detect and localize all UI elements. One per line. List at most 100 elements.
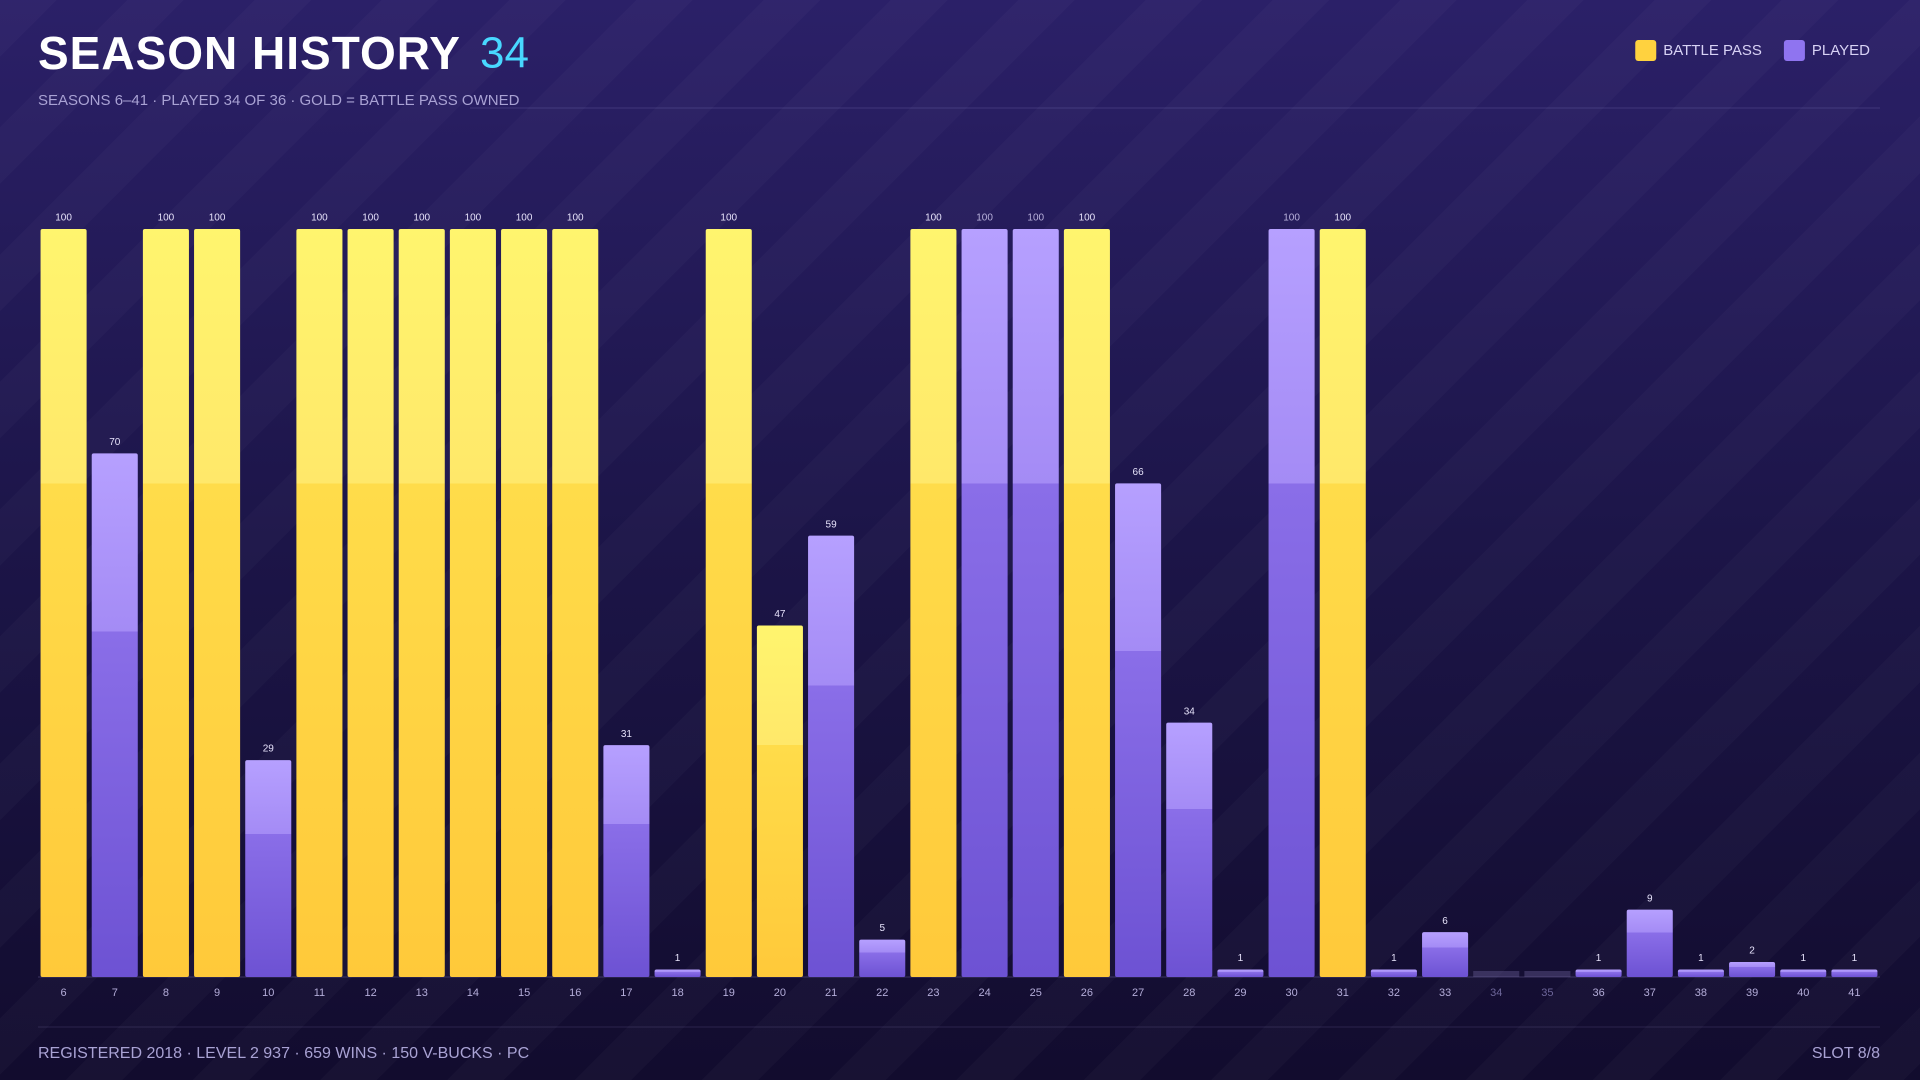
value-label: 100: [1079, 213, 1096, 224]
value-label: 34: [1184, 706, 1196, 717]
bar: [1063, 229, 1110, 977]
x-tick-label: 14: [467, 987, 479, 999]
x-tick-label: 35: [1541, 987, 1553, 999]
bar: [1370, 969, 1417, 977]
value-label: 100: [925, 213, 942, 224]
bar: [91, 453, 138, 977]
x-tick-label: 17: [620, 987, 632, 999]
value-label: 9: [1647, 893, 1653, 904]
value-label: 1: [675, 953, 681, 964]
value-label: 1: [1800, 953, 1806, 964]
value-label: 100: [362, 213, 379, 224]
value-label: 100: [465, 213, 482, 224]
x-tick-label: 34: [1490, 987, 1502, 999]
value-label: 31: [621, 729, 633, 740]
empty-slot: [1524, 971, 1571, 977]
value-label: 1: [1596, 953, 1602, 964]
value-label: 100: [1334, 213, 1351, 224]
x-tick-label: 23: [927, 987, 939, 999]
x-tick-label: 20: [774, 987, 786, 999]
bar: [961, 229, 1008, 977]
value-label: 1: [1391, 953, 1397, 964]
subtitle: SEASONS 6–41 · PLAYED 34 OF 36 · GOLD = …: [38, 92, 520, 109]
x-tick-label: 40: [1797, 987, 1809, 999]
x-tick-label: 13: [416, 987, 428, 999]
bar: [40, 229, 87, 977]
bar: [859, 939, 906, 977]
empty-slot: [1473, 971, 1520, 977]
value-label: 100: [55, 213, 72, 224]
bar: [501, 229, 548, 977]
bar: [1729, 962, 1776, 977]
x-tick-label: 41: [1848, 987, 1860, 999]
bar: [808, 535, 855, 977]
title: SEASON HISTORY: [38, 27, 461, 79]
x-tick-label: 37: [1644, 987, 1656, 999]
bar: [1268, 229, 1315, 977]
x-tick-label: 6: [61, 987, 67, 999]
legend-label: BATTLE PASS: [1663, 42, 1762, 59]
x-tick-label: 33: [1439, 987, 1451, 999]
value-label: 100: [516, 213, 533, 224]
value-label: 100: [209, 213, 226, 224]
x-tick-label: 29: [1234, 987, 1246, 999]
bar: [1166, 722, 1213, 977]
footer-info: REGISTERED 2018 · LEVEL 2 937 · 659 WINS…: [38, 1045, 529, 1062]
value-label: 70: [109, 437, 121, 448]
x-tick-label: 26: [1081, 987, 1093, 999]
value-label: 2: [1749, 946, 1755, 957]
value-label: 59: [826, 519, 838, 530]
value-label: 100: [976, 213, 993, 224]
bar: [1831, 969, 1878, 977]
bar: [1319, 229, 1366, 977]
bar: [194, 229, 241, 977]
bar: [398, 229, 445, 977]
bar: [1575, 969, 1622, 977]
x-tick-label: 7: [112, 987, 118, 999]
x-tick-label: 31: [1337, 987, 1349, 999]
bar: [910, 229, 957, 977]
x-tick-label: 24: [978, 987, 990, 999]
x-tick-label: 16: [569, 987, 581, 999]
bar: [296, 229, 343, 977]
title-count: 34: [480, 29, 529, 78]
bar: [347, 229, 394, 977]
bar: [756, 625, 803, 977]
x-tick-label: 18: [671, 987, 683, 999]
x-tick-label: 19: [723, 987, 735, 999]
x-tick-label: 30: [1285, 987, 1297, 999]
bar: [552, 229, 599, 977]
value-label: 100: [311, 213, 328, 224]
x-tick-label: 39: [1746, 987, 1758, 999]
x-tick-label: 38: [1695, 987, 1707, 999]
x-tick-label: 22: [876, 987, 888, 999]
value-label: 6: [1442, 916, 1448, 927]
x-tick-label: 36: [1592, 987, 1604, 999]
bar: [142, 229, 189, 977]
footer-slot: SLOT 8/8: [1812, 1045, 1880, 1062]
value-label: 100: [413, 213, 430, 224]
x-tick-label: 21: [825, 987, 837, 999]
x-tick-label: 11: [314, 987, 325, 999]
bar: [705, 229, 752, 977]
bar: [1012, 229, 1059, 977]
bar: [1780, 969, 1827, 977]
bar: [1422, 932, 1469, 977]
bar: [654, 969, 701, 977]
bar: [603, 745, 650, 977]
value-label: 100: [567, 213, 584, 224]
bar: [1626, 909, 1673, 977]
bar: [1677, 969, 1724, 977]
x-tick-label: 8: [163, 987, 169, 999]
bar: [1115, 483, 1162, 977]
value-label: 100: [158, 213, 175, 224]
x-tick-label: 9: [214, 987, 220, 999]
x-tick-label: 28: [1183, 987, 1195, 999]
legend-swatch: [1635, 40, 1657, 61]
x-tick-label: 27: [1132, 987, 1144, 999]
x-tick-label: 10: [262, 987, 274, 999]
value-label: 29: [263, 744, 275, 755]
legend-swatch: [1783, 40, 1805, 61]
value-label: 100: [720, 213, 737, 224]
